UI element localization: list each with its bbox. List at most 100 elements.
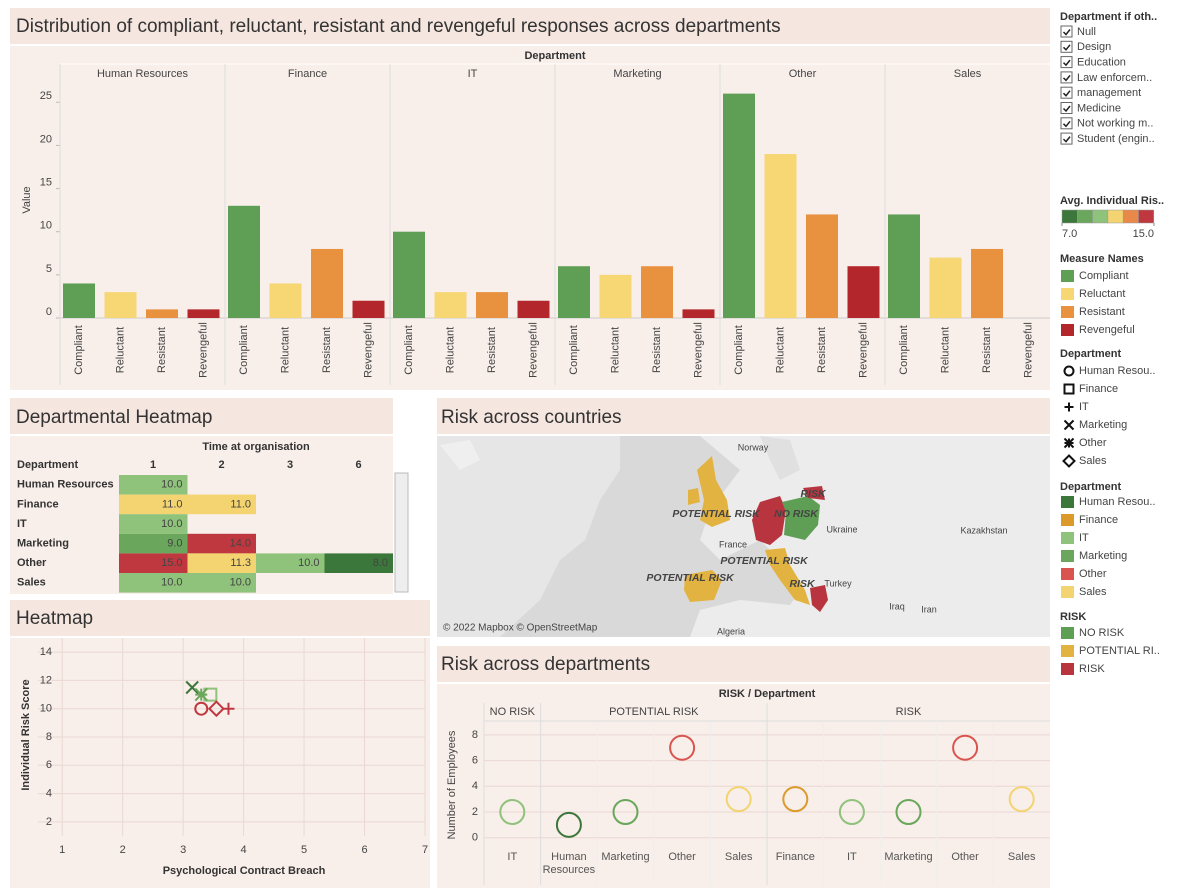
y-tick-label: 0 <box>46 306 52 318</box>
category-label: Compliant <box>898 325 910 375</box>
legend-swatch <box>1122 209 1139 224</box>
risk-label: POTENTIAL RISK <box>720 555 809 567</box>
x-tick-label: 1 <box>59 844 65 856</box>
legend-label: Other <box>1079 437 1107 449</box>
checkbox[interactable] <box>1060 40 1073 53</box>
legend-label: Human Resou.. <box>1079 496 1155 508</box>
check <box>1062 120 1071 128</box>
legend-label: Marketing <box>1079 419 1127 431</box>
map-region <box>684 570 722 602</box>
category-label: Compliant <box>733 325 745 375</box>
group-axis-title: Department <box>524 50 585 62</box>
checkbox[interactable] <box>1060 71 1073 84</box>
check <box>1062 44 1071 51</box>
bar <box>146 309 178 318</box>
legend-swatch <box>1061 270 1074 282</box>
legend-swatch <box>1061 324 1074 336</box>
chart-title: Risk across countries <box>441 407 622 428</box>
point <box>185 680 199 695</box>
heat-cell <box>119 494 188 515</box>
category-label: Marketing <box>601 851 650 863</box>
bar <box>806 214 838 318</box>
filter-item: Education <box>1077 57 1126 69</box>
filter-item: management <box>1077 87 1141 99</box>
checkbox[interactable] <box>1060 117 1073 130</box>
heat-cell <box>324 553 393 573</box>
dot <box>555 811 582 838</box>
cell-label: 15.0 <box>161 557 182 569</box>
legend-swatch <box>1061 627 1074 639</box>
place-label: France <box>719 539 747 549</box>
checkbox[interactable] <box>1060 102 1073 114</box>
category-label: Reluctant <box>609 327 621 373</box>
checkbox[interactable] <box>1060 25 1073 38</box>
y-tick-label: 0 <box>472 832 478 844</box>
cell-label: 10.0 <box>230 577 251 589</box>
map-attribution: © 2022 Mapbox © OpenStreetMap <box>443 623 598 634</box>
point <box>207 700 225 718</box>
legend-label: Other <box>1079 568 1107 580</box>
y-tick-label: 8 <box>472 729 478 741</box>
chart-title: Departmental Heatmap <box>16 407 212 428</box>
row-header: IT <box>17 518 27 530</box>
bar <box>847 266 880 318</box>
category-label: Sales <box>724 851 753 863</box>
cell-label: 10.0 <box>161 479 182 491</box>
group-label: IT <box>468 68 478 80</box>
legend-label: Finance <box>1079 383 1118 395</box>
dot <box>669 734 696 761</box>
panel-title-bar <box>10 8 1050 44</box>
category-label: Resistant <box>651 327 663 373</box>
category-label: Resistant <box>486 327 498 373</box>
category-label: Other <box>668 851 696 863</box>
bar <box>558 266 590 318</box>
legend-swatch <box>1077 209 1093 224</box>
point <box>194 687 208 702</box>
heat-cell <box>119 475 188 495</box>
bar <box>352 300 385 318</box>
check <box>1062 136 1071 143</box>
legend-label: Compliant <box>1079 270 1129 282</box>
bar <box>764 154 797 318</box>
y-tick-label: 14 <box>40 646 52 658</box>
legend-swatch <box>1061 306 1074 318</box>
panel-title-bar <box>10 398 393 434</box>
bar <box>476 292 508 318</box>
map-region <box>810 585 828 612</box>
map-land <box>437 436 620 637</box>
filter-item: Law enforcem.. <box>1077 72 1152 84</box>
legend-label: Revengeful <box>1079 324 1135 336</box>
risk-label: POTENTIAL RISK <box>646 572 735 584</box>
x-tick-label: 5 <box>301 844 307 856</box>
filter-item: Not working m.. <box>1077 118 1153 130</box>
y-tick-label: 2 <box>472 806 478 818</box>
category-label-box: Marketing <box>601 851 650 863</box>
category-label-box: IT <box>847 851 857 863</box>
legend-title: Department <box>1060 481 1121 493</box>
category-label: Revengeful <box>527 322 539 378</box>
scrollbar[interactable] <box>394 472 409 593</box>
category-label: Marketing <box>884 851 933 863</box>
cell-label: 11.0 <box>162 498 183 510</box>
panel-title-bar <box>10 600 430 636</box>
category-label: Reluctant <box>114 327 126 373</box>
category-label-box: Other <box>951 851 979 863</box>
heat-cell <box>119 514 188 534</box>
legend-label: IT <box>1079 401 1089 413</box>
legend-swatch <box>1107 209 1124 224</box>
panel <box>10 46 1050 390</box>
category-label: Resistant <box>981 327 993 373</box>
legend-swatch <box>1061 645 1074 657</box>
group-label: Marketing <box>613 68 661 80</box>
check <box>1062 29 1071 36</box>
category-label: Compliant <box>73 325 85 375</box>
checkbox[interactable] <box>1060 132 1073 145</box>
category-label: Revengeful <box>857 322 869 378</box>
checkbox[interactable] <box>1060 86 1073 99</box>
y-tick-label: 10 <box>40 220 52 232</box>
heat-cell <box>256 553 325 573</box>
place-label: Turkey <box>824 578 852 588</box>
category-label-box: Marketing <box>884 851 933 863</box>
checkbox[interactable] <box>1060 56 1073 69</box>
